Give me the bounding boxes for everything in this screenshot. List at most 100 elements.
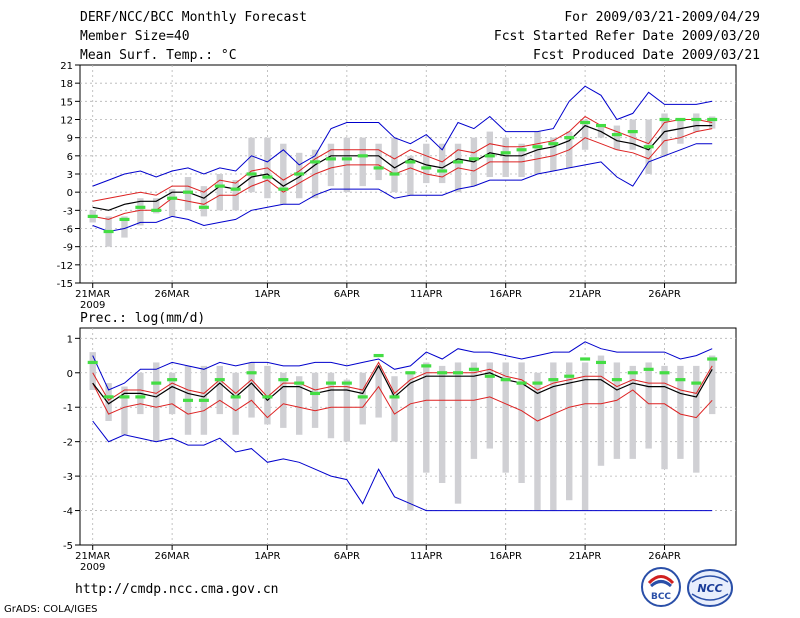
y-tick-label: 21: [60, 61, 73, 72]
max-line: [92, 341, 713, 391]
spread-box: [645, 362, 652, 449]
x-tick-label: 16APR: [489, 289, 522, 300]
spread-box: [137, 198, 144, 226]
plot-frame: [79, 327, 737, 546]
spread-box: [248, 137, 255, 193]
spread-box: [216, 365, 223, 415]
variable-label: Mean Surf. Temp.: °C: [80, 48, 237, 63]
x-tick-label: 26APR: [648, 289, 681, 300]
spread-box: [629, 119, 636, 150]
spread-box: [407, 372, 414, 511]
forecast-started-date: Fcst Started Refer Date 2009/03/20: [493, 29, 760, 44]
spread-box: [327, 143, 335, 187]
y-tick-label: 1: [67, 334, 73, 345]
spread-box: [708, 355, 716, 415]
x-year-label: 2009: [80, 562, 105, 573]
y-tick-label: -2: [63, 438, 73, 449]
y-tick-label: -12: [57, 261, 73, 272]
y-tick-label: -6: [63, 225, 73, 236]
spread-box: [550, 137, 557, 171]
spread-box: [153, 362, 160, 442]
spread-box: [581, 119, 589, 150]
spread-box: [121, 216, 128, 238]
ncc-logo: NCC: [687, 569, 733, 607]
spread-box: [280, 372, 287, 428]
lower-quartile-line: [92, 128, 713, 220]
spread-box: [343, 379, 351, 442]
spread-box: [613, 125, 621, 150]
spread-box: [486, 362, 494, 449]
x-tick-label: 6APR: [334, 551, 360, 562]
spread-box: [629, 365, 636, 459]
y-tick-label: 9: [67, 134, 73, 145]
spread-box: [502, 362, 509, 473]
y-tick-label: -15: [57, 279, 73, 290]
spread-box: [232, 372, 239, 435]
y-tick-label: 12: [60, 116, 73, 127]
source-url[interactable]: http://cmdp.ncc.cma.gov.cn: [75, 582, 279, 597]
spread-box: [423, 143, 430, 184]
spread-box: [168, 372, 176, 415]
x-tick-label: 26APR: [648, 551, 681, 562]
spread-box: [534, 131, 541, 174]
x-year-label: 2009: [80, 300, 105, 311]
spread-box: [359, 137, 366, 187]
spread-box: [677, 119, 684, 144]
x-tick-label: 16APR: [489, 551, 522, 562]
spread-box: [470, 362, 478, 459]
x-tick-label: 6APR: [334, 289, 360, 300]
spread-box: [550, 362, 557, 511]
spread-box: [693, 365, 700, 473]
y-tick-label: -4: [63, 507, 73, 518]
x-tick-label: 26MAR: [155, 289, 190, 300]
forecast-period: For 2009/03/21-2009/04/29: [564, 10, 760, 25]
spread-box: [581, 362, 589, 511]
bcc-logo: BCC: [641, 567, 681, 607]
chart-title: DERF/NCC/BCC Monthly Forecast: [80, 10, 307, 25]
y-tick-label: 0: [67, 188, 73, 199]
spread-box: [216, 174, 223, 211]
spread-box: [89, 352, 96, 390]
y-tick-label: -1: [63, 403, 73, 414]
spread-box: [359, 372, 366, 425]
spread-box: [121, 386, 128, 435]
y-tick-label: -3: [63, 472, 73, 483]
x-tick-label: 21APR: [569, 551, 602, 562]
max-line: [92, 85, 713, 187]
x-tick-label: 11APR: [410, 289, 443, 300]
x-tick-label: 1APR: [254, 289, 280, 300]
precipitation-title: Prec.: log(mm/d): [80, 311, 205, 326]
spread-box: [677, 365, 684, 459]
spread-box: [248, 362, 255, 418]
spread-box: [375, 365, 382, 418]
spread-box: [295, 376, 303, 435]
spread-box: [311, 372, 319, 428]
upper-quartile-line: [92, 361, 713, 402]
spread-box: [438, 365, 446, 483]
spread-box: [661, 113, 668, 156]
bcc-logo-text: BCC: [651, 592, 671, 602]
precipitation-chart: -5 -4 -3 -2 -1 0 1 21MAR 26MAR 1APR 6APR 11APR 16APR…: [63, 327, 737, 573]
ncc-logo-text: NCC: [697, 582, 722, 595]
spread-box: [391, 376, 398, 442]
y-tick-label: -5: [63, 541, 73, 552]
spread-box: [518, 143, 525, 178]
spread-box: [661, 365, 668, 470]
spread-box: [613, 362, 621, 459]
grads-credit: GrADS: COLA/IGES: [4, 604, 98, 615]
x-tick-label: 21MAR: [75, 551, 110, 562]
spread-box: [327, 372, 335, 439]
median-line: [92, 364, 713, 405]
y-tick-label: -3: [63, 206, 73, 217]
spread-box: [168, 189, 176, 217]
temperature-chart: -15 -12 -9 -6 -3 0 3 6 9 12 15 18 21 21MAR 26MAR 1APR 6A…: [57, 61, 737, 311]
x-tick-label: 21APR: [569, 289, 602, 300]
spread-box: [200, 186, 208, 217]
y-tick-label: 3: [67, 170, 73, 181]
spread-box: [534, 372, 541, 511]
y-tick-label: 15: [60, 97, 73, 108]
y-tick-label: 6: [67, 152, 73, 163]
spread-box: [566, 362, 573, 501]
spread-box: [423, 362, 430, 473]
member-size-label: Member Size=40: [80, 29, 190, 44]
